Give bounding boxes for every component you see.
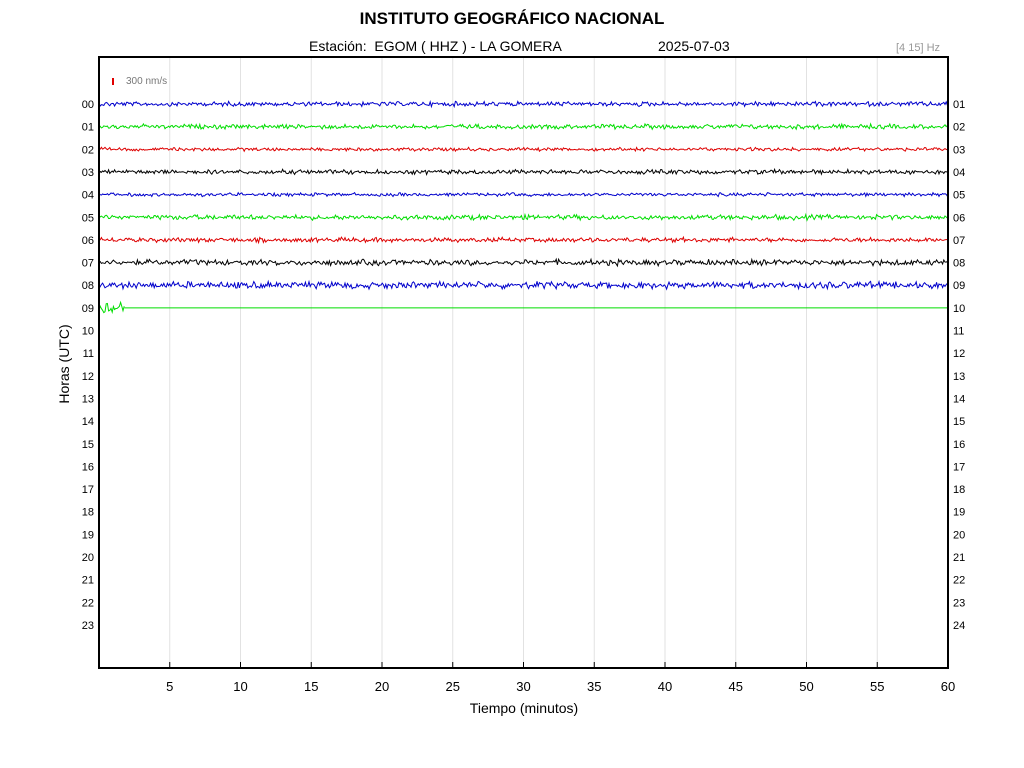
y-tick-right-label: 16 [953, 439, 965, 451]
y-tick-right-label: 06 [953, 212, 965, 224]
y-tick-left-label: 02 [82, 144, 94, 156]
y-tick-left-label: 15 [82, 439, 94, 451]
x-tick-label: 55 [870, 679, 884, 694]
y-tick-left-label: 14 [82, 416, 94, 428]
x-tick-label: 45 [729, 679, 743, 694]
y-tick-right-label: 03 [953, 144, 965, 156]
y-tick-right-label: 22 [953, 575, 965, 587]
x-tick-label: 15 [304, 679, 318, 694]
trace-hour-01 [98, 122, 948, 131]
x-tick-label: 5 [166, 679, 173, 694]
trace-hour-08 [98, 279, 948, 291]
y-tick-left-label: 16 [82, 461, 94, 473]
y-tick-left-label: 20 [82, 552, 94, 564]
date-label: 2025-07-03 [658, 38, 730, 54]
x-tick-label: 40 [658, 679, 672, 694]
y-tick-left-label: 06 [82, 235, 94, 247]
y-tick-right-label: 20 [953, 529, 965, 541]
y-tick-left-label: 08 [82, 280, 94, 292]
trace-hour-03 [98, 167, 948, 177]
y-tick-right-label: 05 [953, 190, 965, 202]
scale-label: 300 nm/s [126, 76, 168, 87]
y-tick-left-label: 12 [82, 371, 94, 383]
x-tick-label: 35 [587, 679, 601, 694]
y-tick-left-label: 22 [82, 597, 94, 609]
y-tick-left-label: 23 [82, 620, 94, 632]
y-tick-right-label: 13 [953, 371, 965, 383]
trace-hour-00 [98, 99, 948, 109]
y-tick-left-label: 01 [82, 122, 94, 134]
y-tick-right-label: 12 [953, 348, 965, 360]
y-tick-right-label: 09 [953, 280, 965, 292]
y-tick-right-label: 15 [953, 416, 965, 428]
x-tick-label: 30 [516, 679, 530, 694]
trace-hour-06 [98, 235, 948, 245]
x-tick-label: 10 [233, 679, 247, 694]
y-tick-left-label: 04 [82, 190, 94, 202]
y-tick-left-label: 00 [82, 99, 94, 111]
y-tick-right-label: 14 [953, 393, 965, 405]
scale-bar [112, 78, 114, 85]
y-tick-left-label: 19 [82, 529, 94, 541]
y-tick-right-label: 04 [953, 167, 965, 179]
y-tick-left-label: 03 [82, 167, 94, 179]
y-tick-left-label: 11 [83, 348, 94, 360]
y-tick-right-label: 23 [953, 597, 965, 609]
y-tick-right-label: 24 [953, 620, 965, 632]
trace-hour-09 [98, 300, 125, 315]
y-tick-right-label: 07 [953, 235, 965, 247]
chart-title: INSTITUTO GEOGRÁFICO NACIONAL [359, 9, 665, 28]
y-tick-left-label: 05 [82, 212, 94, 224]
trace-hour-05 [98, 212, 948, 222]
y-tick-right-label: 18 [953, 484, 965, 496]
x-tick-label: 25 [446, 679, 460, 694]
y-tick-right-label: 21 [953, 552, 965, 564]
y-tick-left-label: 21 [82, 575, 94, 587]
y-tick-right-label: 17 [953, 461, 965, 473]
y-tick-right-label: 02 [953, 122, 965, 134]
y-tick-right-label: 19 [953, 507, 965, 519]
trace-hour-07 [98, 257, 948, 268]
y-tick-right-label: 11 [953, 326, 964, 338]
y-tick-right-label: 10 [953, 303, 965, 315]
y-tick-left-label: 13 [82, 393, 94, 405]
y-tick-left-label: 17 [82, 484, 94, 496]
x-tick-label: 20 [375, 679, 389, 694]
y-tick-left-label: 07 [82, 258, 94, 270]
x-tick-label: 60 [941, 679, 955, 694]
x-axis-label: Tiempo (minutos) [469, 700, 579, 716]
trace-hour-04 [98, 191, 948, 198]
filter-label: [4 15] Hz [896, 42, 941, 54]
y-tick-right-label: 01 [953, 99, 965, 111]
y-tick-right-label: 08 [953, 258, 965, 270]
y-tick-left-label: 18 [82, 507, 94, 519]
trace-hour-02 [98, 146, 948, 153]
x-tick-label: 50 [799, 679, 813, 694]
y-tick-left-label: 10 [82, 326, 94, 338]
y-tick-left-label: 09 [82, 303, 94, 315]
station-label: Estación: EGOM ( HHZ ) - LA GOMERA [309, 38, 562, 54]
